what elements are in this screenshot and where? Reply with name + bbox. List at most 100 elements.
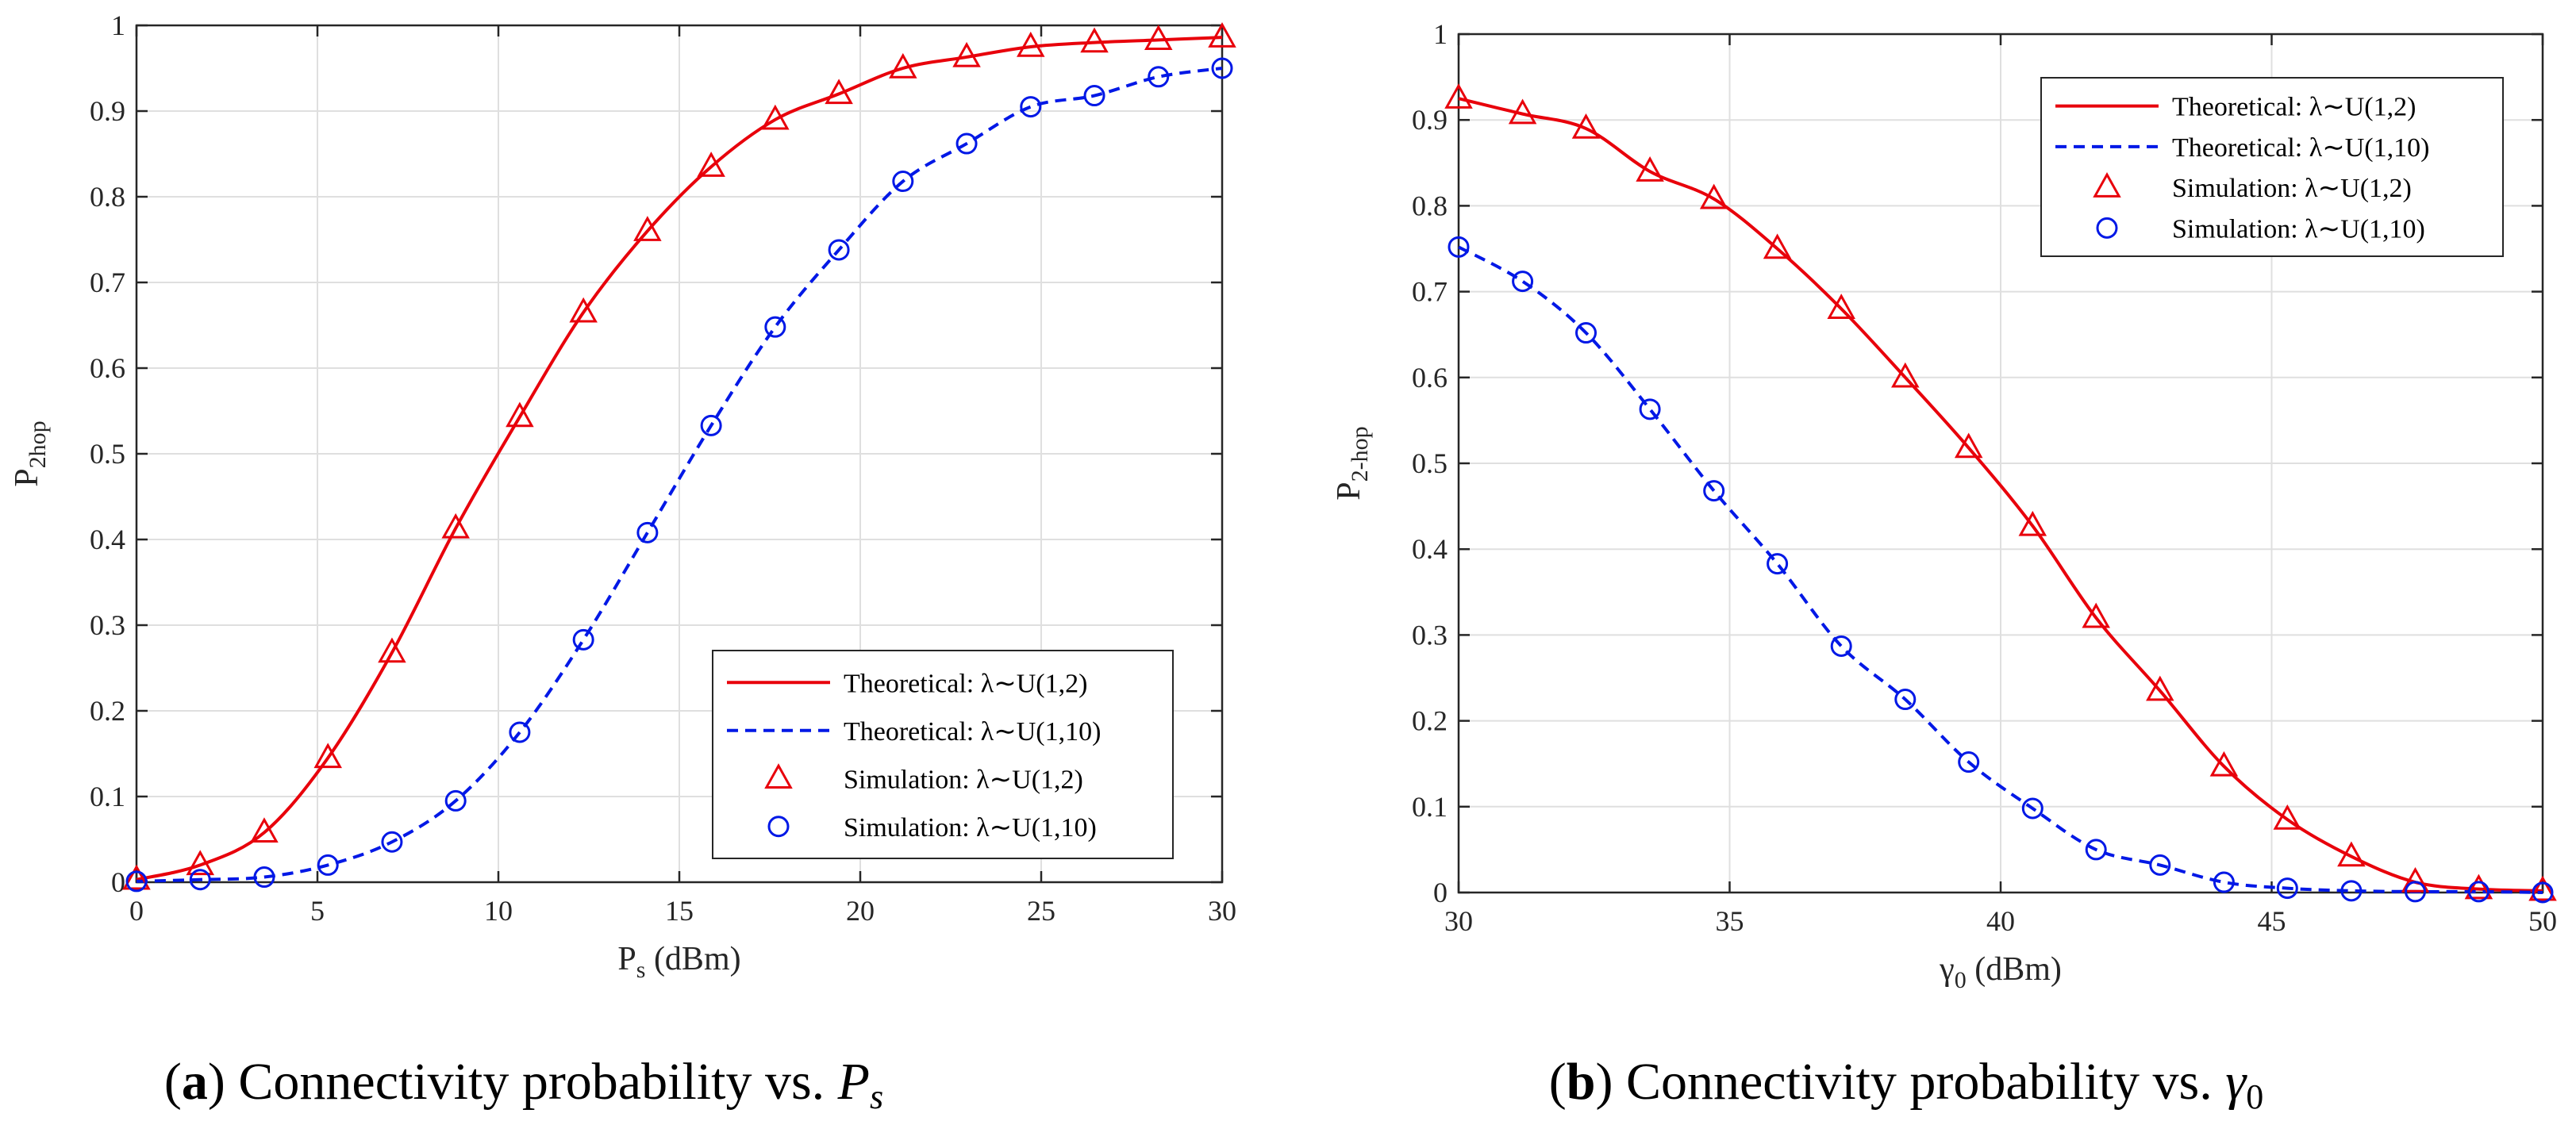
caption-b-symbol: γ xyxy=(2225,1053,2247,1111)
y-tick-label: 0.6 xyxy=(1412,362,1448,394)
y-tick-label: 0.4 xyxy=(90,524,125,555)
circle-marker xyxy=(1703,480,1725,502)
x-tick-label: 35 xyxy=(1716,905,1744,937)
circle-marker xyxy=(509,721,531,743)
circle-marker xyxy=(2404,881,2426,903)
legend: Theoretical: λ∼U(1,2) Theoretical: λ∼U(1,… xyxy=(2040,77,2504,257)
y-tick-label: 0.3 xyxy=(1412,619,1448,651)
triangle-marker xyxy=(1891,362,1920,388)
circle-marker xyxy=(317,854,339,876)
circle-marker xyxy=(2276,877,2298,900)
triangle-marker xyxy=(2528,875,2557,901)
circle-marker xyxy=(2149,854,2171,876)
circle-marker xyxy=(2021,797,2043,820)
x-tick-label: 50 xyxy=(2528,905,2557,937)
circle-marker xyxy=(1830,635,1852,657)
triangle-marker xyxy=(122,864,151,890)
series-3 xyxy=(125,57,1233,893)
legend-label: Simulation: λ∼U(1,10) xyxy=(844,813,1097,843)
y-tick-label: 0.5 xyxy=(1412,447,1448,479)
x-tick-label: 40 xyxy=(1986,905,2015,937)
y-tick-label: 0 xyxy=(111,866,125,898)
circle-marker xyxy=(189,869,211,891)
y-axis-label-sub: 2-hop xyxy=(1347,426,1373,482)
y-tick-label: 0.5 xyxy=(90,438,125,470)
x-axis-label-sub: 0 xyxy=(1955,967,1967,993)
x-tick-label: 30 xyxy=(1208,895,1236,927)
circle-marker xyxy=(2213,871,2235,893)
legend-circle-swatch xyxy=(767,816,790,838)
triangle-marker xyxy=(2464,873,2493,900)
x-tick-label: 30 xyxy=(1444,905,1473,937)
legend-box xyxy=(712,650,1174,859)
y-tick-label: 0.6 xyxy=(90,352,125,384)
circle-marker xyxy=(828,239,850,261)
x-tick-label: 5 xyxy=(310,895,325,927)
triangle-marker xyxy=(441,513,470,539)
triangle-marker xyxy=(1636,156,1664,182)
circle-marker xyxy=(253,866,275,889)
circle-marker xyxy=(700,414,722,436)
y-tick-label: 0.7 xyxy=(90,267,125,298)
y-tick-label: 1 xyxy=(111,10,125,41)
caption-a: (a) Connectivity probability vs. Ps xyxy=(164,1053,883,1116)
triangle-marker xyxy=(1699,183,1728,209)
triangle-marker xyxy=(2082,602,2110,628)
triangle-marker xyxy=(186,850,215,876)
circle-marker xyxy=(636,521,659,543)
triangle-marker xyxy=(1954,432,1983,459)
legend-label: Simulation: λ∼U(1,2) xyxy=(2172,174,2412,203)
circle-marker xyxy=(1211,57,1233,79)
circle-marker xyxy=(1148,66,1170,88)
y-tick-label: 0.4 xyxy=(1412,533,1448,565)
y-tick-label: 0.9 xyxy=(1412,104,1448,136)
caption-b: (b) Connectivity probability vs. γ0 xyxy=(1549,1053,2263,1116)
legend-label: Simulation: λ∼U(1,10) xyxy=(2172,214,2425,244)
circle-marker xyxy=(572,628,594,651)
y-tick-label: 0.8 xyxy=(1412,190,1448,221)
y-tick-label: 0.3 xyxy=(90,609,125,641)
triangle-marker xyxy=(889,52,917,79)
triangle-marker xyxy=(761,104,790,130)
x-tick-label: 45 xyxy=(2258,905,2286,937)
series-2 xyxy=(1444,83,2557,901)
circle-marker xyxy=(444,789,467,812)
x-axis-label-main: P xyxy=(617,941,636,977)
triangle-marker xyxy=(1017,31,1045,57)
series-3 xyxy=(1448,236,2554,904)
legend-label: Theoretical: λ∼U(1,10) xyxy=(844,717,1101,747)
circle-marker xyxy=(1575,322,1598,344)
triangle-marker xyxy=(506,401,534,428)
y-axis-label-main: P xyxy=(1331,482,1367,500)
circle-marker xyxy=(1639,398,1661,420)
triangle-marker xyxy=(1571,113,1601,139)
grid xyxy=(1458,33,2543,893)
y-tick-label: 0.2 xyxy=(90,695,125,727)
panel-a-chart: 0 5 10 15 20 25 30 0 0.1 0.2 0.3 0.4 0.5 0.6 0.7 0.8 0.9… xyxy=(9,10,1236,983)
x-tick-label: 25 xyxy=(1027,895,1055,927)
x-axis-label: γ0 (dBm) xyxy=(1939,951,2062,993)
y-tick-label: 0.1 xyxy=(90,781,125,812)
triangle-marker xyxy=(1444,83,1473,109)
legend-label: Theoretical: λ∼U(1,2) xyxy=(844,669,1087,698)
circle-marker xyxy=(381,831,403,853)
triangle-marker xyxy=(1080,27,1109,53)
y-tick-label: 0.2 xyxy=(1412,705,1448,737)
x-tick-label: 15 xyxy=(665,895,694,927)
triangle-marker xyxy=(2273,804,2302,830)
triangle-marker xyxy=(633,216,662,241)
panel-b-chart: 30 35 40 45 50 0 0.1 0.2 0.3 0.4 0.5 0.6 0.7 0.8 0.9 1 γ… xyxy=(1331,18,2557,993)
triangle-marker xyxy=(1508,98,1537,125)
y-tick-label: 0.7 xyxy=(1412,276,1448,308)
x-tick-label: 0 xyxy=(129,895,144,927)
triangle-marker xyxy=(1208,22,1236,48)
circle-marker xyxy=(1448,236,1470,258)
x-axis-label: Ps (dBm) xyxy=(617,941,740,983)
legend-label: Simulation: λ∼U(1,2) xyxy=(844,765,1083,794)
circle-marker xyxy=(1958,751,1980,774)
y-tick-label: 0.1 xyxy=(1412,791,1448,823)
triangle-marker xyxy=(250,817,279,843)
y-axis-label: P2-hop xyxy=(1331,426,1373,500)
series-line xyxy=(136,36,1223,881)
